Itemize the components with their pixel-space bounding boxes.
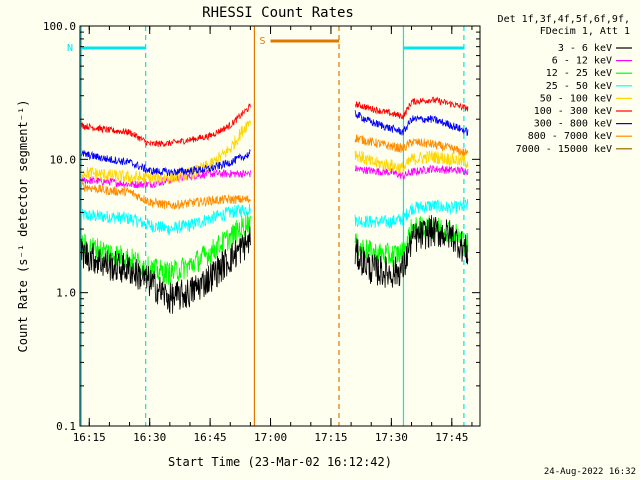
series-line xyxy=(354,134,469,156)
y-tick-label: 10.0 xyxy=(50,153,77,166)
series-line xyxy=(81,148,251,177)
series-line xyxy=(80,203,251,236)
plot-frame xyxy=(79,25,481,427)
x-tick-label: 16:15 xyxy=(73,431,106,444)
y-tick-label: 1.0 xyxy=(56,287,76,300)
series-line xyxy=(80,226,251,315)
series-line xyxy=(81,169,251,189)
series-line xyxy=(80,212,251,285)
series-line xyxy=(354,215,469,288)
x-tick-label: 16:45 xyxy=(194,431,227,444)
y-tick-label: 100.0 xyxy=(43,20,76,33)
legend-header: FDecim 1, Att 1 xyxy=(540,26,630,37)
axes-layer: 16:15 16:30 16:45 17:00 17:15 17:30 17:45 0.1 1.… xyxy=(43,20,480,444)
legend-label: 12 - 25 keV xyxy=(546,68,612,79)
footer-timestamp: 24-Aug-2022 16:32 xyxy=(544,467,636,477)
legend-label: 100 - 300 keV xyxy=(534,106,612,117)
x-tick-label: 17:30 xyxy=(375,431,408,444)
x-tick-label: 17:00 xyxy=(254,431,287,444)
series-layer xyxy=(80,96,469,315)
x-tick-label: 17:45 xyxy=(435,431,468,444)
series-line xyxy=(354,96,469,120)
series-line xyxy=(354,164,469,180)
series-line xyxy=(80,120,251,185)
legend-label: 800 - 7000 keV xyxy=(528,131,612,142)
x-tick-label: 16:30 xyxy=(133,431,166,444)
x-axis-label: Start Time (23-Mar-02 16:12:42) xyxy=(168,455,392,469)
series-line xyxy=(80,181,251,211)
legend-label: 3 - 6 keV xyxy=(558,43,612,54)
legend-label: 25 - 50 keV xyxy=(546,81,612,92)
y-axis-label: Count Rate (s⁻¹ detector segment⁻¹) xyxy=(16,100,30,353)
series-line xyxy=(80,103,251,147)
y-tick-label: 0.1 xyxy=(56,420,76,433)
series-line xyxy=(354,110,469,136)
legend-header: Det 1f,3f,4f,5f,6f,9f, xyxy=(498,14,630,25)
flag-layer: NS xyxy=(67,26,465,426)
legend-label: 50 - 100 keV xyxy=(540,93,612,104)
chart-title: RHESSI Count Rates xyxy=(202,5,354,21)
flag-label: S xyxy=(260,36,266,47)
x-tick-label: 17:15 xyxy=(314,431,347,444)
series-line xyxy=(354,150,469,176)
legend-label: 7000 - 15000 keV xyxy=(516,144,612,155)
legend: Det 1f,3f,4f,5f,6f,9f,FDecim 1, Att 1 3 -… xyxy=(498,14,632,155)
legend-label: 300 - 800 keV xyxy=(534,119,612,130)
legend-label: 6 - 12 keV xyxy=(552,56,612,67)
flag-label: N xyxy=(67,43,73,54)
series-line xyxy=(354,199,469,230)
